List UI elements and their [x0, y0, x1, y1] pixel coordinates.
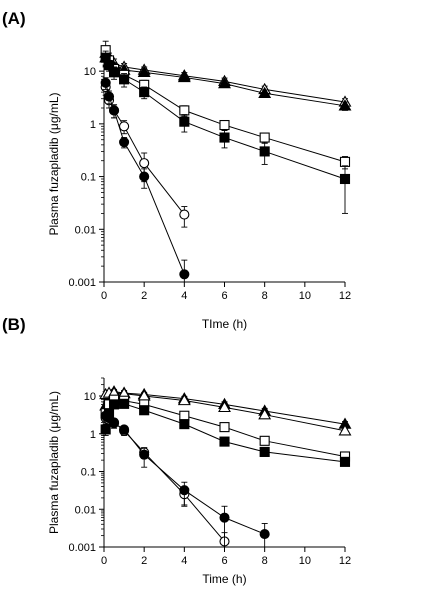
series-open-triangle	[99, 46, 352, 107]
data-point	[219, 512, 230, 523]
data-point	[139, 87, 150, 98]
y-tick-label: 0.1	[81, 172, 96, 184]
data-point	[139, 405, 150, 416]
data-point	[259, 435, 270, 446]
x-tick-label: 2	[141, 555, 147, 567]
data-point	[258, 86, 272, 98]
data-point	[179, 485, 190, 496]
data-point	[177, 393, 191, 406]
y-tick-label: 1	[90, 429, 96, 441]
data-point	[108, 399, 120, 410]
panel-label: (B)	[2, 315, 26, 334]
series-open-circle	[100, 413, 230, 548]
data-point	[219, 436, 230, 447]
y-tick-label: 0.001	[68, 277, 96, 289]
data-point	[179, 105, 190, 116]
y-tick-label: 0.01	[75, 504, 96, 516]
y-tick-label: 0.01	[75, 224, 96, 236]
data-point	[339, 173, 351, 185]
x-tick-label: 0	[101, 290, 107, 302]
y-tick-label: 0.1	[81, 467, 96, 479]
series-filled-square	[100, 50, 351, 214]
data-point	[179, 410, 190, 421]
data-point	[218, 77, 231, 89]
data-point	[103, 91, 115, 102]
data-point	[259, 146, 270, 157]
series-filled-circle	[100, 410, 270, 548]
data-point	[119, 74, 130, 85]
chart-panel-a: (A) 0 2 4 6 8 10 12 0.001 0.01 0.1 1 10 TIme (h) Plasm…	[2, 9, 352, 331]
data-point	[177, 70, 191, 83]
data-point	[259, 446, 270, 457]
data-point	[339, 456, 351, 467]
data-point	[100, 77, 111, 88]
data-point	[259, 529, 270, 540]
data-point	[179, 209, 190, 220]
x-axis-title: TIme (h)	[202, 317, 247, 331]
x-tick-label: 2	[141, 290, 147, 302]
series-line	[105, 417, 225, 542]
x-tick-label: 10	[299, 290, 311, 302]
data-point	[179, 419, 190, 430]
series-line	[105, 415, 265, 535]
data-point	[119, 398, 130, 409]
series-filled-circle	[100, 77, 190, 283]
x-tick-label: 6	[221, 555, 227, 567]
x-tick-label: 0	[101, 555, 107, 567]
y-tick-label: 0.001	[68, 542, 96, 554]
data-point	[218, 400, 231, 413]
y-tick-label: 1	[90, 119, 96, 131]
x-tick-label: 10	[299, 555, 311, 567]
x-tick-label: 12	[339, 290, 351, 302]
x-tick-label: 8	[262, 290, 268, 302]
data-point	[137, 65, 151, 77]
data-point	[108, 418, 120, 429]
data-point	[179, 116, 190, 127]
data-point	[339, 156, 351, 167]
x-tick-label: 4	[181, 555, 187, 567]
y-axis-title: Plasma fuzapladib (μg/mL)	[47, 391, 61, 534]
data-point	[219, 119, 230, 131]
panel-label: (A)	[2, 9, 26, 28]
series-line	[105, 86, 185, 215]
data-point	[100, 424, 111, 435]
x-tick-label: 6	[221, 290, 227, 302]
data-point	[259, 132, 270, 143]
x-tick-label: 4	[181, 290, 187, 302]
y-tick-label: 10	[84, 66, 96, 78]
data-point	[139, 171, 150, 182]
data-point	[119, 424, 130, 435]
data-point	[139, 449, 150, 460]
x-axis-title: Time (h)	[202, 572, 246, 586]
x-tick-label: 8	[262, 555, 268, 567]
data-point	[139, 158, 150, 169]
data-point	[258, 408, 272, 420]
y-tick-label: 10	[84, 391, 96, 403]
y-axis-title: Plasma fuzapladib (μg/mL)	[47, 93, 61, 236]
x-tick-label: 12	[339, 555, 351, 567]
chart-panel-b: (B) 0 2 4 6 8 10 12 0.001 0.01 0.1 1 10 Time (h) Plasm…	[2, 315, 352, 586]
data-point	[119, 137, 130, 148]
series-open-circle	[100, 80, 190, 228]
data-point	[119, 121, 130, 132]
series-open-square	[100, 40, 351, 170]
data-point	[338, 424, 352, 436]
data-point	[338, 99, 352, 111]
data-point	[108, 105, 120, 116]
data-point	[219, 132, 230, 143]
data-point	[219, 422, 230, 433]
data-point	[179, 269, 190, 280]
data-point	[108, 67, 120, 78]
